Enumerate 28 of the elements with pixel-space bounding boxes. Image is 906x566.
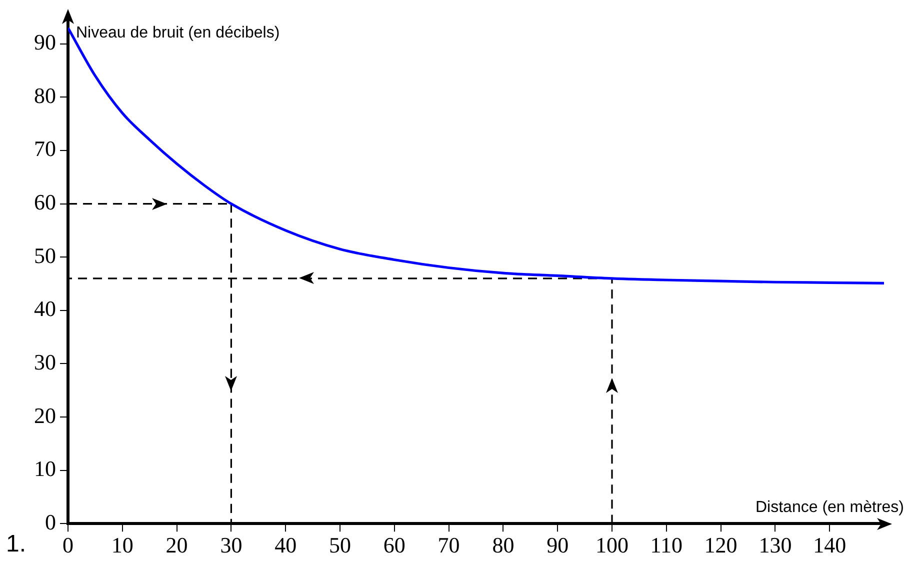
y-tick-label: 70 [34, 136, 56, 162]
x-tick-label: 10 [111, 532, 134, 558]
x-tick-label: 40 [274, 532, 297, 558]
y-tick-label: 20 [34, 402, 56, 428]
x-tick-label: 70 [438, 532, 460, 558]
x-tick-label: 140 [813, 532, 846, 558]
y-tick-label: 10 [34, 456, 56, 482]
y-tick-label: 0 [45, 509, 56, 534]
x-tick-label: 60 [383, 532, 406, 558]
x-tick-label: 110 [650, 532, 682, 558]
x-tick-label: 50 [329, 532, 351, 558]
y-tick-label: 30 [34, 349, 56, 374]
x-tick-label: 120 [704, 532, 738, 558]
x-tick-label: 80 [492, 532, 514, 558]
x-axis-title: Distance (en mètres) [756, 499, 904, 516]
x-tick-label: 90 [546, 532, 569, 558]
y-tick-label: 50 [34, 242, 56, 268]
text: 1. [6, 530, 26, 558]
x-tick-label: 100 [596, 532, 628, 558]
x-tick-label: 130 [758, 532, 792, 558]
x-tick-label: 30 [220, 532, 242, 558]
y-tick-label: 90 [34, 30, 56, 55]
y-axis-title: Niveau de bruit (en décibels) [76, 24, 280, 42]
y-tick-label: 60 [34, 190, 56, 215]
x-tick-label: 0 [62, 532, 74, 558]
y-tick-label: 40 [34, 296, 56, 322]
x-tick-label: 20 [166, 532, 188, 558]
y-tick-label: 80 [34, 82, 56, 108]
